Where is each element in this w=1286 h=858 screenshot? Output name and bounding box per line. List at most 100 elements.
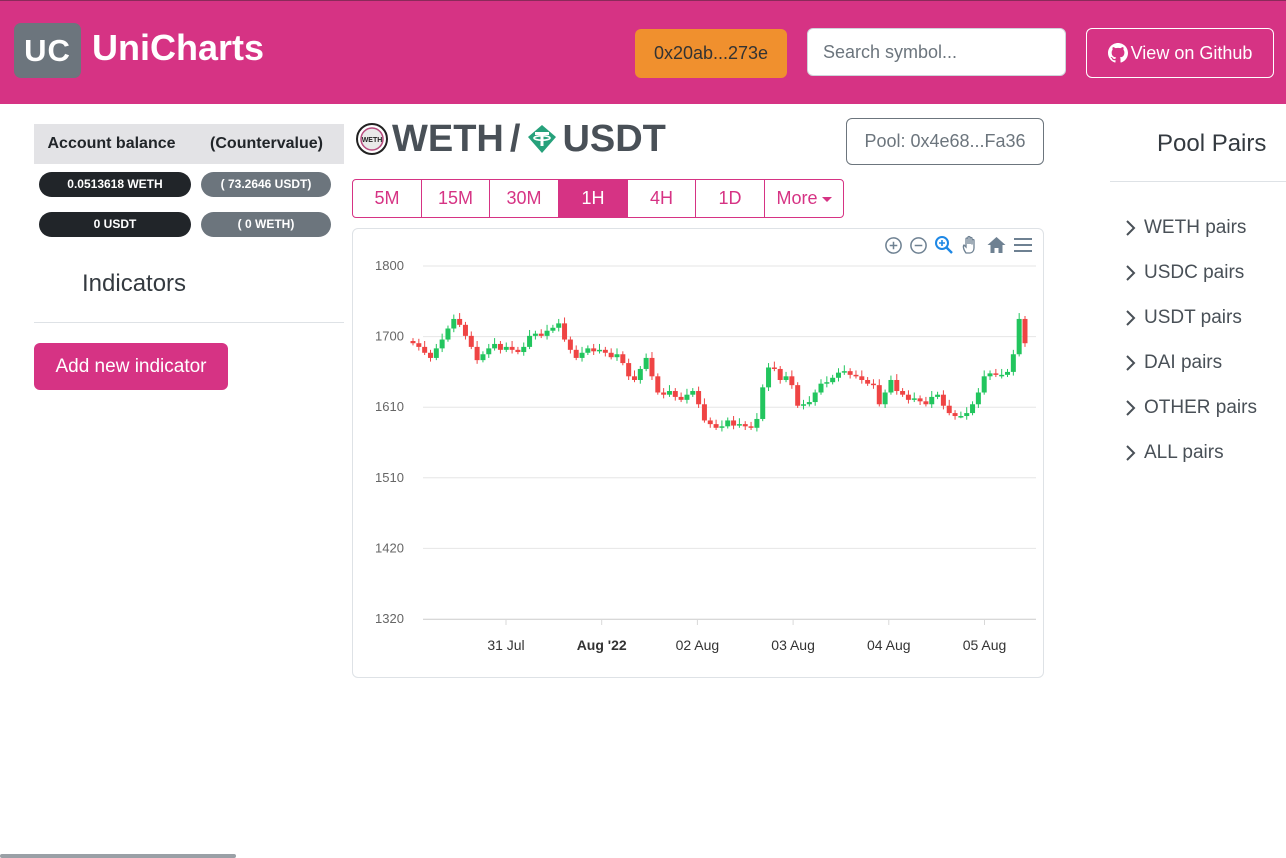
chevron-right-icon (1126, 399, 1136, 416)
add-indicator-button[interactable]: Add new indicator (34, 343, 228, 390)
candle-body (754, 418, 760, 428)
candle-body (701, 404, 707, 421)
candle-body (480, 354, 486, 361)
candle-body (474, 346, 480, 361)
y-tick-label: 1800 (375, 258, 404, 273)
timeframe-1h[interactable]: 1H (558, 179, 628, 218)
pair-group-label: USDT pairs (1144, 306, 1242, 328)
wallet-address-button[interactable]: 0x20ab...273e (635, 29, 787, 78)
pair-group-label: OTHER pairs (1144, 396, 1257, 418)
pan-icon[interactable] (960, 235, 980, 255)
divider (1110, 181, 1286, 182)
candle-body (556, 323, 562, 328)
timeframe-1d[interactable]: 1D (695, 179, 765, 218)
candle-body (538, 333, 544, 336)
candle-body (713, 424, 719, 428)
selection-zoom-icon[interactable] (934, 235, 954, 255)
candle-body (515, 349, 521, 353)
timeframe-more-label: More (776, 188, 818, 208)
candle-body (457, 318, 463, 325)
candle-body (410, 341, 416, 344)
candle-body (824, 382, 830, 384)
candle-body (527, 335, 533, 347)
search-input[interactable] (807, 28, 1066, 76)
chart-card: 1800 1700 1610 1510 1420 1320 31 Jul Aug '22 02 … (352, 228, 1044, 678)
candle-body (422, 346, 428, 353)
candle-body (719, 426, 725, 428)
chevron-right-icon (1126, 219, 1136, 236)
pair-quote-symbol: USDT (562, 117, 666, 160)
timeframe-5m[interactable]: 5M (352, 179, 422, 218)
candle-body (801, 404, 807, 406)
candle-body (643, 357, 649, 369)
candle-body (591, 348, 597, 352)
horizontal-scrollbar[interactable] (0, 854, 236, 858)
candle-body (544, 330, 550, 336)
candle-body (503, 346, 509, 350)
x-tick-label: Aug '22 (577, 637, 627, 653)
pair-group-weth[interactable]: WETH pairs (1124, 205, 1257, 250)
candle-body (806, 402, 812, 405)
candle-body (433, 348, 439, 358)
chevron-right-icon (1126, 264, 1136, 281)
candle-body (690, 391, 696, 395)
github-button-label: View on Github (1130, 42, 1253, 63)
balance-countervalue-badge: ( 0 WETH) (201, 211, 331, 237)
pool-pairs-title: Pool Pairs (1157, 130, 1267, 157)
candle-body (666, 391, 672, 395)
candle-body (795, 385, 801, 406)
pair-group-dai[interactable]: DAI pairs (1124, 340, 1257, 385)
candle-body (911, 398, 917, 400)
pair-group-label: DAI pairs (1144, 351, 1223, 373)
candle-body (830, 377, 836, 383)
x-tick-label: 04 Aug (867, 637, 911, 653)
candle-body (952, 413, 958, 417)
candle-body (439, 339, 445, 349)
candle-body (882, 392, 888, 405)
candle-body (970, 404, 976, 414)
candle-body (451, 318, 457, 329)
candle-body (672, 391, 678, 397)
candle-body (929, 396, 935, 405)
candle-body (626, 363, 632, 377)
candle-body (597, 349, 603, 352)
zoom-out-icon[interactable] (909, 236, 928, 255)
candle-body (742, 424, 748, 427)
candle-body (736, 424, 742, 426)
candle-body (579, 352, 585, 358)
zoom-in-icon[interactable] (884, 236, 903, 255)
candle-body (900, 391, 906, 395)
candle-body (993, 373, 999, 375)
candle-body (608, 352, 614, 358)
timeframe-30m[interactable]: 30M (489, 179, 559, 218)
pair-group-usdc[interactable]: USDC pairs (1124, 250, 1257, 295)
menu-icon[interactable] (1013, 236, 1033, 254)
brand-name[interactable]: UniCharts (92, 27, 265, 68)
timeframe-more-dropdown[interactable]: More (764, 179, 844, 218)
candle-body (888, 379, 894, 393)
chevron-right-icon (1126, 444, 1136, 461)
candle-body (585, 348, 591, 353)
candle-body (865, 379, 871, 384)
pair-group-usdt[interactable]: USDT pairs (1124, 295, 1257, 340)
logo[interactable]: UC (14, 23, 81, 78)
pair-group-other[interactable]: OTHER pairs (1124, 385, 1257, 430)
usdt-token-icon (528, 125, 557, 153)
indicators-title: Indicators (82, 270, 187, 297)
pair-separator: / (509, 117, 521, 160)
pair-title: WETH WETH / USDT (356, 118, 666, 160)
candle-body (509, 346, 515, 350)
candle-body (550, 327, 556, 331)
pair-group-all[interactable]: ALL pairs (1124, 430, 1257, 475)
divider (34, 322, 344, 323)
candle-body (870, 383, 876, 386)
pool-address-button[interactable]: Pool: 0x4e68...Fa36 (846, 118, 1044, 165)
home-icon[interactable] (986, 235, 1007, 255)
candle-body (999, 374, 1005, 377)
timeframe-4h[interactable]: 4H (627, 179, 696, 218)
github-button[interactable]: View on Github (1086, 28, 1274, 78)
price-chart[interactable]: 1800 1700 1610 1510 1420 1320 31 Jul Aug '22 02 … (353, 229, 1043, 677)
candle-body (631, 376, 637, 380)
timeframe-15m[interactable]: 15M (421, 179, 490, 218)
pair-group-label: ALL pairs (1144, 441, 1224, 463)
